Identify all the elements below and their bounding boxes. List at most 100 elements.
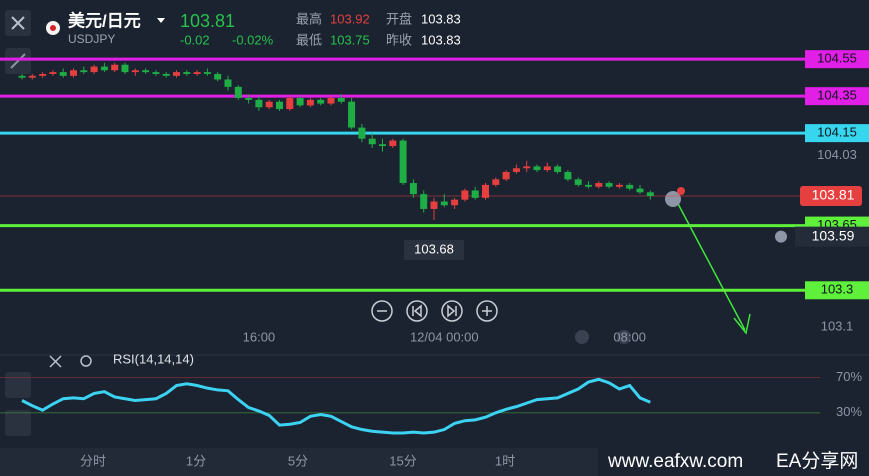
price: 103.81: [180, 11, 235, 31]
low-marker-label: 103.68: [414, 241, 454, 256]
prev-close-label: 昨收: [386, 32, 412, 47]
toggle-button[interactable]: [617, 330, 631, 344]
candle-body: [276, 101, 283, 110]
x-tick-label: 12/04 00:00: [410, 329, 479, 344]
indicator-title: RSI(14,14,14): [113, 351, 194, 366]
candle-body: [152, 72, 160, 74]
alert-tag: [795, 226, 869, 247]
last-price-tag: [800, 185, 862, 206]
symbol-name[interactable]: 美元/日元: [68, 10, 141, 30]
dropdown-icon[interactable]: [157, 18, 165, 23]
x-tick-label: 08:00: [613, 329, 646, 344]
candle-body: [358, 127, 366, 139]
y-tick-label: 30%: [836, 404, 862, 419]
candle-body: [70, 70, 77, 76]
candle-body: [348, 101, 356, 128]
candle-body: [482, 184, 489, 198]
candle-body: [399, 140, 407, 184]
toggle-button[interactable]: [575, 330, 589, 344]
timeframe-tab[interactable]: 1时: [495, 453, 515, 468]
rsi-settings-icon[interactable]: [80, 355, 92, 367]
candle-body: [100, 66, 108, 71]
watermark: www.eafxw.com: [607, 451, 743, 472]
candle-body: [409, 183, 417, 195]
candle-body: [389, 140, 397, 147]
candle-body: [80, 70, 88, 73]
timeframe-tab[interactable]: 5分: [288, 453, 308, 468]
candle-body: [595, 183, 603, 187]
candle-body: [173, 72, 180, 76]
candle-body: [420, 194, 428, 209]
candle-body: [265, 101, 273, 108]
prev-close: 103.83: [421, 32, 461, 47]
candle-body: [636, 188, 644, 193]
level-label: 103.3: [821, 282, 854, 297]
candle-body: [605, 183, 613, 187]
timeframe-tab[interactable]: 分时: [80, 453, 106, 468]
y-tick-label: 70%: [836, 369, 862, 384]
alert-icon[interactable]: [775, 230, 787, 243]
candle-body: [451, 199, 459, 206]
playback-controls: [371, 300, 498, 322]
indicator-button[interactable]: [5, 372, 31, 398]
candle-body: [245, 97, 253, 100]
candle-body: [523, 166, 531, 169]
change-pct: -0.02%: [232, 32, 274, 47]
candle-body: [162, 73, 170, 76]
candle-body: [337, 97, 345, 102]
change: -0.02: [180, 32, 210, 47]
candle-body: [512, 168, 520, 172]
candle-body: [121, 64, 129, 73]
candle-body: [18, 75, 26, 78]
y-tick-tag: [805, 146, 869, 165]
low-marker-box: [404, 240, 464, 261]
candle-body: [440, 201, 448, 206]
candle-body: [234, 86, 242, 98]
tool-icon: [10, 53, 26, 69]
candle-body: [306, 99, 314, 106]
symbol-code: USDJPY: [68, 32, 115, 46]
candle-body: [142, 70, 150, 73]
flag-icon: [50, 25, 56, 31]
candle-body: [131, 70, 139, 73]
info-marker[interactable]: [665, 191, 681, 207]
candle-body: [214, 73, 222, 80]
high-label: 最高: [296, 11, 322, 26]
candle-body: [492, 179, 500, 185]
watermark-cn: EA分享网: [776, 450, 858, 472]
candle-body: [379, 144, 386, 147]
timeframe-tab[interactable]: 1分: [186, 453, 206, 468]
prev-button[interactable]: [406, 300, 428, 322]
level-label: 104.35: [817, 88, 857, 103]
rsi-close-icon[interactable]: [49, 355, 62, 368]
low-label: 最低: [296, 32, 322, 47]
candle-body: [502, 171, 510, 180]
candle-body: [286, 97, 294, 110]
next-button[interactable]: [441, 300, 463, 322]
timeframe-tab[interactable]: 15分: [389, 453, 416, 468]
watermark-bg: [598, 448, 869, 476]
last-price-label: 103.81: [812, 187, 855, 203]
candle-body: [296, 97, 304, 106]
y-tick-tag: [805, 318, 869, 337]
candle-body: [543, 166, 551, 171]
candle-body: [224, 79, 232, 87]
arrow-annotation: [675, 199, 751, 335]
level-label: 104.15: [817, 125, 857, 140]
candle-body: [615, 184, 623, 187]
candle-body: [574, 179, 582, 185]
y-tick-label: 103.1: [821, 319, 854, 334]
candle-body: [193, 72, 201, 74]
candle-body: [317, 99, 325, 104]
candle-body: [111, 64, 119, 71]
y-tick-label: 104.03: [817, 147, 857, 162]
candle-body: [49, 72, 57, 74]
candle-body: [585, 184, 592, 187]
candle-body: [28, 75, 36, 78]
zoom-in-button[interactable]: [476, 300, 498, 322]
draw-button[interactable]: [5, 410, 31, 436]
level-label: 104.55: [817, 51, 857, 66]
rsi-line: [21, 377, 651, 435]
zoom-out-button[interactable]: [371, 300, 393, 322]
